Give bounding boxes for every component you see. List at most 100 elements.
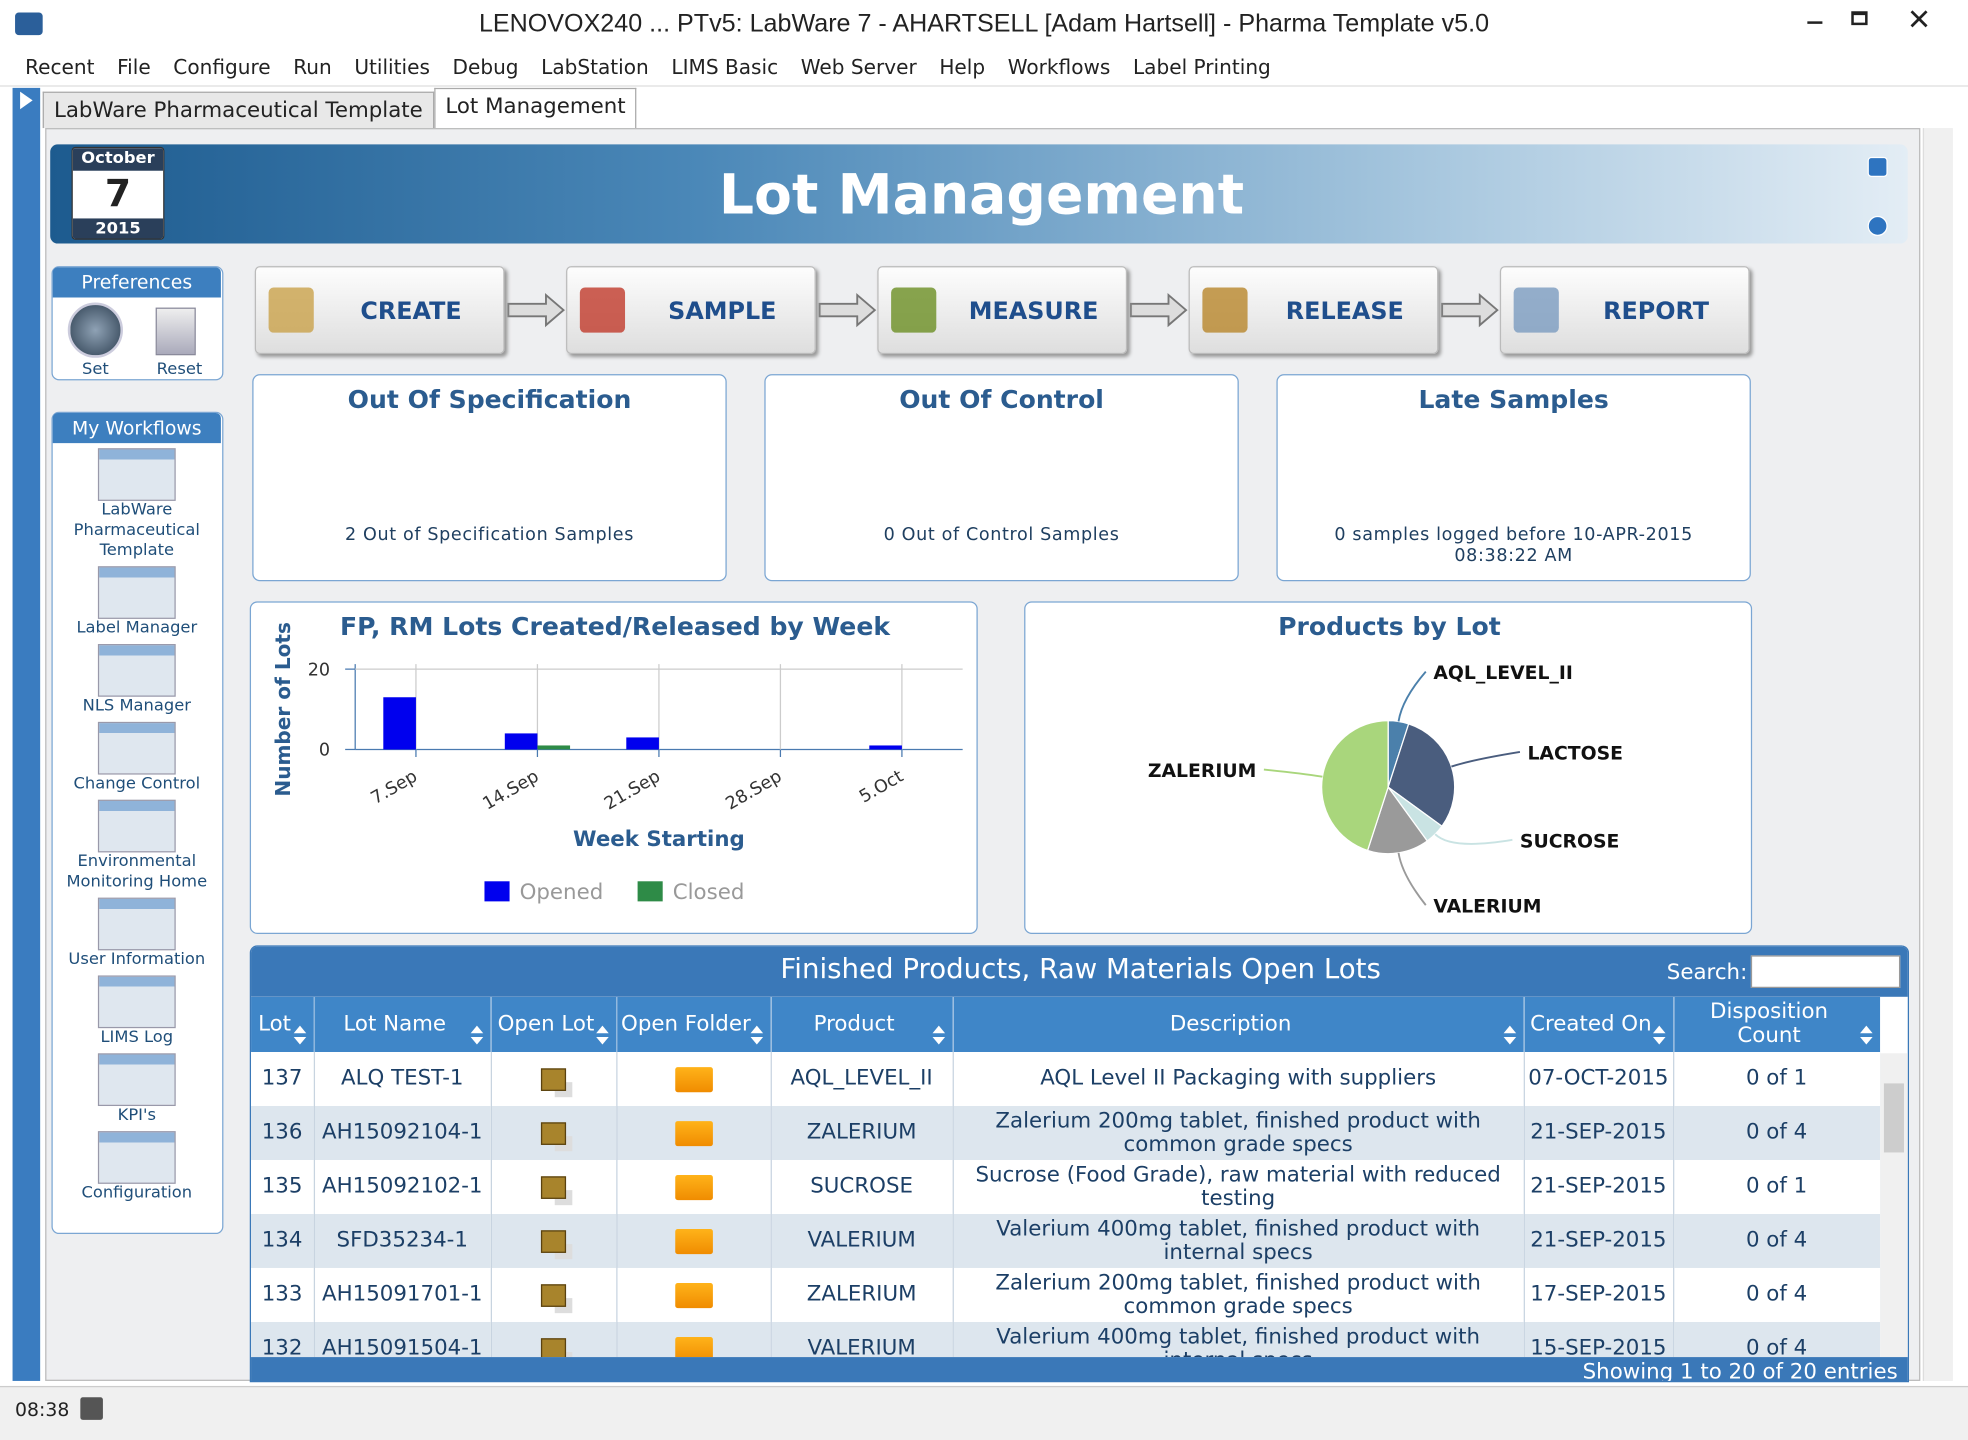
- open-folder-icon[interactable]: [674, 1336, 713, 1358]
- workflow-item[interactable]: User Information: [53, 897, 221, 971]
- step-label: MEASURE: [968, 297, 1099, 326]
- column-header[interactable]: Open Lot: [490, 996, 617, 1053]
- open-lot-icon[interactable]: [540, 1283, 567, 1307]
- open-folder-icon[interactable]: [674, 1120, 713, 1146]
- step-icon: [579, 287, 626, 333]
- table-row[interactable]: 136 AH15092104-1 ZALERIUM Zalerium 200mg ta…: [251, 1106, 1881, 1160]
- table-cell: 0 of 1: [1673, 1159, 1881, 1214]
- menu-item[interactable]: Web Server: [800, 55, 917, 80]
- scrollbar[interactable]: [1922, 128, 1953, 1381]
- table-row[interactable]: 133 AH15091701-1 ZALERIUM Zalerium 200mg ta…: [251, 1267, 1881, 1322]
- column-header[interactable]: Open Folder: [616, 996, 772, 1053]
- scroll-thumb[interactable]: [1883, 1083, 1904, 1153]
- table-cell: 137: [251, 1052, 315, 1107]
- refresh-button[interactable]: [1867, 215, 1888, 237]
- workflow-item[interactable]: Change Control: [53, 721, 221, 795]
- column-header[interactable]: Description: [952, 996, 1525, 1053]
- column-header[interactable]: Disposition Count: [1673, 996, 1881, 1053]
- menu-item[interactable]: Configure: [173, 55, 271, 80]
- table-cell: 133: [251, 1267, 315, 1322]
- table-row[interactable]: 134 SFD35234-1 VALERIUM Valerium 400mg tabl…: [251, 1213, 1881, 1268]
- open-folder-icon[interactable]: [674, 1228, 713, 1254]
- step-button[interactable]: MEASURE: [877, 266, 1128, 355]
- workflow-label: Environmental Monitoring Home: [66, 852, 208, 892]
- menu-item[interactable]: LIMS Basic: [671, 55, 779, 80]
- reset-icon[interactable]: [155, 307, 196, 356]
- table-row[interactable]: 135 AH15092102-1 SUCROSE Sucrose (Food Grad…: [251, 1159, 1881, 1214]
- table-row[interactable]: 132 AH15091504-1 VALERIUM Valerium 400mg ta…: [251, 1321, 1881, 1358]
- table-cell: 136: [251, 1106, 315, 1160]
- step-button[interactable]: REPORT: [1499, 266, 1750, 355]
- close-page-button[interactable]: [1867, 156, 1888, 178]
- page-title: Lot Management: [718, 163, 1245, 228]
- open-folder-icon[interactable]: [674, 1066, 713, 1092]
- workflow-item[interactable]: NLS Manager: [53, 644, 221, 717]
- close-button[interactable]: [1908, 8, 1931, 31]
- column-header[interactable]: Product: [770, 996, 954, 1053]
- menu-item[interactable]: Recent: [25, 55, 95, 80]
- tab[interactable]: Lot Management: [434, 87, 637, 129]
- menu-item[interactable]: Workflows: [1007, 55, 1111, 80]
- table-cell: 17-SEP-2015: [1523, 1267, 1674, 1322]
- menu-item[interactable]: Utilities: [354, 55, 430, 80]
- open-lot-icon[interactable]: [540, 1337, 567, 1358]
- header-banner: [50, 144, 1908, 244]
- table-cell: [490, 1052, 617, 1107]
- table-cell: ALQ TEST-1: [313, 1052, 492, 1107]
- workflow-thumbnail: [97, 566, 176, 619]
- menu-item[interactable]: Label Printing: [1132, 55, 1271, 80]
- status-time: 08:38: [15, 1398, 70, 1422]
- column-header[interactable]: Created On: [1523, 996, 1674, 1053]
- lots-table: Lot Lot Name Open Lot Open Folder Product Des…: [251, 996, 1881, 1358]
- open-lot-icon[interactable]: [540, 1067, 567, 1091]
- open-lot-icon[interactable]: [540, 1121, 567, 1145]
- step-icon: [1513, 287, 1559, 333]
- open-folder-icon[interactable]: [674, 1282, 713, 1308]
- menu-item[interactable]: Run: [293, 55, 332, 80]
- workflow-label: KPI's: [117, 1106, 156, 1125]
- maximize-button[interactable]: [1851, 11, 1868, 26]
- menu-item[interactable]: Debug: [452, 55, 519, 80]
- workflow-label: LIMS Log: [100, 1028, 174, 1048]
- table-cell: 07-OCT-2015: [1523, 1052, 1674, 1107]
- step-button[interactable]: RELEASE: [1188, 266, 1439, 355]
- column-header[interactable]: Lot: [251, 996, 315, 1053]
- open-folder-icon[interactable]: [674, 1174, 713, 1200]
- workflow-item[interactable]: KPI's: [53, 1053, 221, 1126]
- column-header-label: Created On: [1530, 1011, 1652, 1037]
- column-header[interactable]: Lot Name: [313, 996, 492, 1053]
- open-lot-icon[interactable]: [540, 1175, 567, 1199]
- step-button[interactable]: SAMPLE: [566, 266, 816, 355]
- workflow-item[interactable]: LIMS Log: [53, 975, 221, 1048]
- sort-icon: [1502, 1025, 1516, 1045]
- table-cell: SUCROSE: [770, 1159, 954, 1214]
- workflow-item[interactable]: Environmental Monitoring Home: [53, 799, 221, 893]
- menu-item[interactable]: LabStation: [541, 55, 649, 80]
- app-icon: [15, 12, 43, 36]
- table-cell: [616, 1213, 772, 1268]
- step-button[interactable]: CREATE: [254, 266, 505, 355]
- open-lot-icon[interactable]: [540, 1229, 567, 1253]
- tab[interactable]: LabWare Pharmaceutical Template: [42, 91, 435, 129]
- minimize-button[interactable]: [1807, 21, 1823, 24]
- table-scrollbar[interactable]: [1880, 1053, 1908, 1358]
- menu-bar: Recent File Configure Run Utilities Debug LabS…: [25, 55, 1271, 83]
- workflow-item[interactable]: Label Manager: [53, 566, 221, 639]
- menu-item[interactable]: File: [117, 55, 151, 80]
- table-cell: Zalerium 200mg tablet, finished product …: [952, 1106, 1525, 1160]
- table-cell: 21-SEP-2015: [1523, 1159, 1674, 1214]
- status-bar: [0, 1385, 1968, 1440]
- sort-icon: [293, 1025, 306, 1045]
- menu-item[interactable]: Help: [939, 55, 986, 80]
- workflow-label: LabWare Pharmaceutical Template: [73, 500, 200, 560]
- table-cell: Valerium 400mg tablet, finished product …: [952, 1321, 1525, 1358]
- workflow-item[interactable]: LabWare Pharmaceutical Template: [53, 448, 221, 561]
- calendar-day: 7: [104, 171, 132, 216]
- search-input[interactable]: [1750, 955, 1901, 988]
- table-row[interactable]: 137 ALQ TEST-1 AQL_LEVEL_II AQL Level II Pa…: [251, 1052, 1881, 1107]
- workflow-thumbnail: [97, 644, 176, 697]
- workflow-item[interactable]: Configuration: [53, 1131, 221, 1204]
- expand-arrow[interactable]: [18, 90, 36, 110]
- set-icon[interactable]: [67, 302, 123, 358]
- table-cell: Zalerium 200mg tablet, finished product …: [952, 1267, 1525, 1322]
